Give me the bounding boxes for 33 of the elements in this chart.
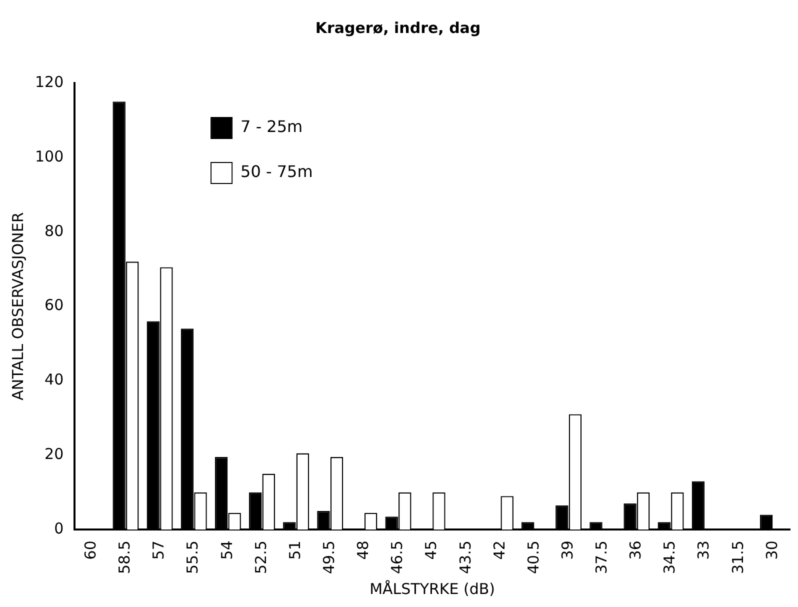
x-tick-label: 36 (626, 540, 645, 560)
x-tick-label: 42 (490, 540, 508, 560)
x-tick-label: 49.5 (320, 540, 338, 574)
legend-label: 50 - 75m (240, 162, 313, 182)
x-tick-label: 58.5 (116, 540, 134, 574)
x-tick-label: 33 (694, 540, 713, 560)
y-tick-label: 20 (44, 445, 64, 464)
x-tick-label: 48 (354, 540, 372, 560)
y-tick-label: 0 (54, 519, 64, 538)
x-axis-title: MÅLSTYRKE (dB) (370, 580, 496, 598)
y-tick-label: 100 (34, 147, 64, 166)
x-tick-label: 60 (82, 540, 100, 560)
x-tick-label: 43.5 (456, 540, 474, 574)
x-tick-label: 45 (422, 540, 440, 560)
y-tick-label: 120 (34, 72, 64, 91)
legend-label: 7 - 25m (240, 117, 303, 136)
x-tick-label: 57 (150, 540, 168, 560)
x-tick-label: 40.5 (524, 540, 542, 574)
x-tick-label: 37.5 (592, 540, 611, 574)
x-tick-label: 55.5 (184, 540, 202, 574)
x-tick-label: 51 (286, 540, 304, 560)
y-tick-label: 60 (44, 296, 64, 314)
y-tick-label: 40 (44, 370, 64, 389)
x-tick-label: 31.5 (728, 540, 747, 574)
x-tick-label: 54 (218, 540, 236, 560)
x-tick-label: 30 (762, 540, 781, 560)
y-tick-label: 80 (44, 222, 64, 240)
y-axis-title: ANTALL OBSERVASJONER (8, 212, 27, 400)
x-tick-label: 52.5 (252, 540, 270, 574)
x-tick-label: 39 (558, 540, 576, 560)
x-tick-label: 34.5 (660, 540, 679, 574)
chart-title: Kragerø, indre, dag (315, 18, 481, 37)
x-tick-label: 46.5 (388, 540, 406, 574)
